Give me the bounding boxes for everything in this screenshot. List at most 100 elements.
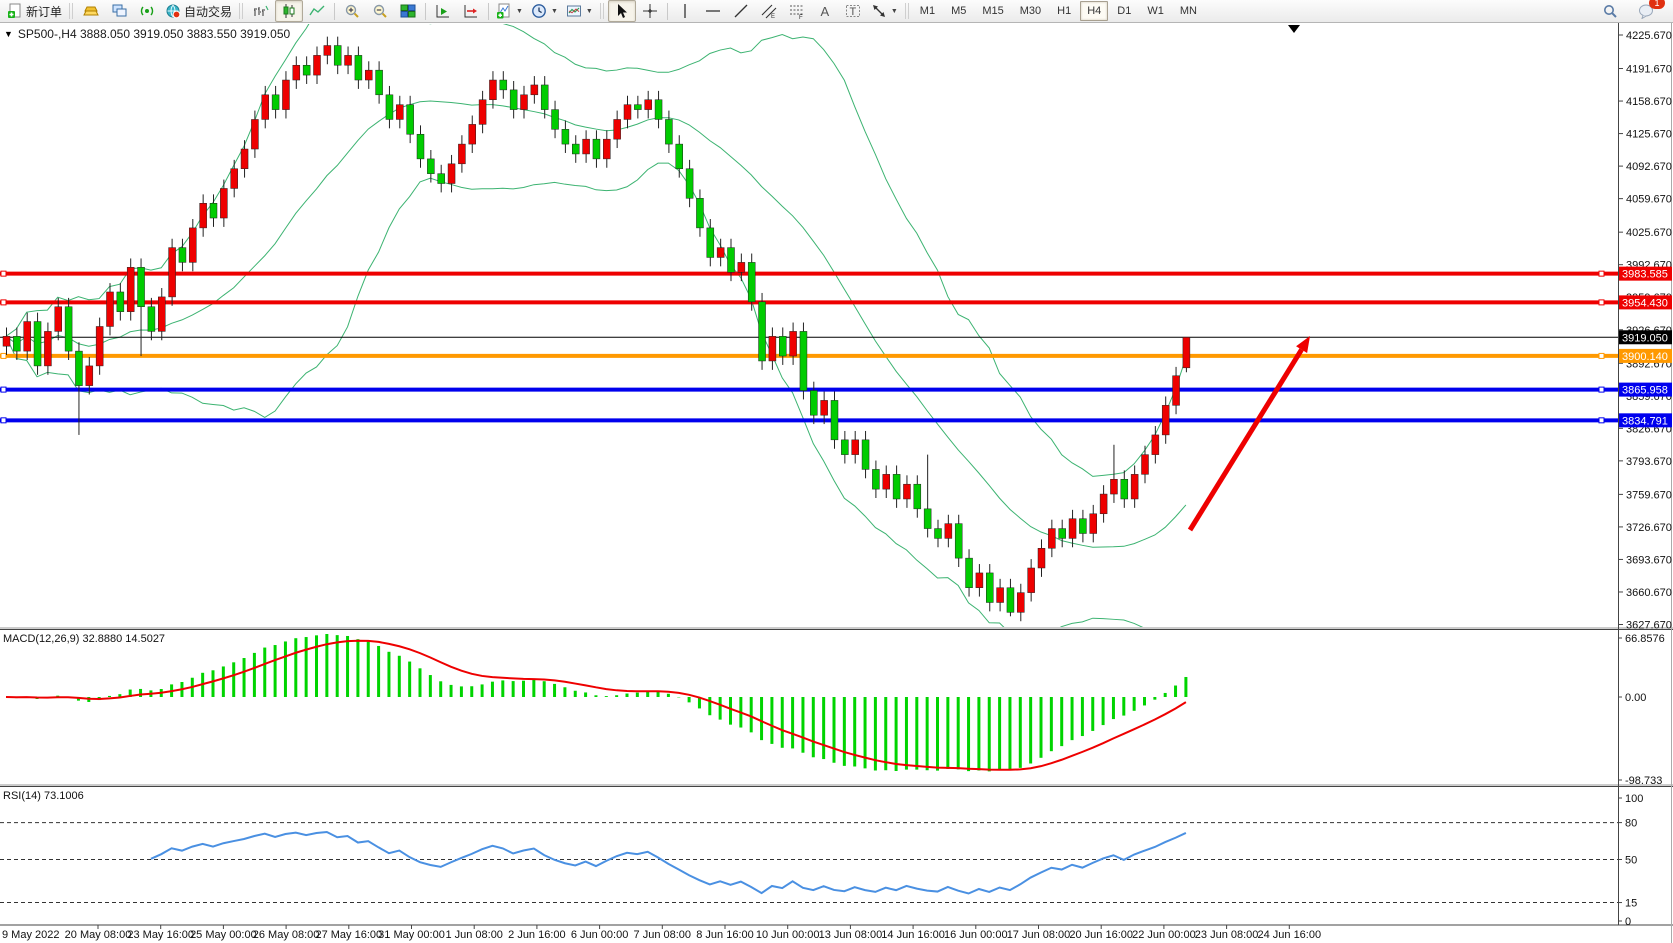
support-line-blue-2-handle[interactable] [0, 417, 7, 424]
notification-badge: 1 [1649, 0, 1665, 9]
svg-text:16 Jun 00:00: 16 Jun 00:00 [944, 929, 1008, 941]
support-line-blue-2-handle[interactable] [1598, 417, 1605, 424]
chart-canvas[interactable]: 4225.670 4191.670 4158.670 4125.670 4092.670… [0, 23, 1673, 943]
trendline-button[interactable] [727, 0, 755, 22]
cursor-button[interactable] [607, 0, 636, 22]
templates-button[interactable]: ▼ [562, 0, 597, 22]
svg-text:24 Jun 16:00: 24 Jun 16:00 [1257, 929, 1321, 941]
timeframe-d1-button[interactable]: D1 [1117, 5, 1132, 17]
tile-windows-icon [400, 4, 416, 18]
svg-text:20 May 08:00: 20 May 08:00 [65, 929, 132, 941]
strategy-tester-button[interactable] [133, 0, 161, 22]
svg-text:2 Jun 16:00: 2 Jun 16:00 [508, 929, 566, 941]
equidistant-channel-button[interactable]: E [755, 0, 783, 22]
resistance-line-1-handle[interactable] [0, 270, 7, 277]
candles [2, 36, 1191, 622]
timeframe-m5-button[interactable]: M5 [951, 5, 967, 17]
macd-pane[interactable]: 66.8576 0.00 -98.733 [5, 633, 1665, 787]
svg-text:4092.670: 4092.670 [1626, 161, 1672, 173]
indicators-icon [497, 3, 510, 19]
toolbar-handle [904, 3, 910, 19]
support-line-blue-2-price-label [1619, 413, 1672, 428]
support-line-blue-1-handle[interactable] [0, 386, 7, 393]
svg-text:F: F [799, 15, 803, 19]
indicators-caret: ▼ [516, 7, 523, 15]
timeframe-h4-button[interactable]: H4 [1080, 1, 1109, 21]
zoom-out-button[interactable] [366, 0, 394, 22]
periods-button[interactable]: ▼ [527, 0, 562, 22]
depth-of-market-button[interactable] [77, 0, 105, 22]
rsi-line [150, 830, 1187, 895]
svg-text:0: 0 [1625, 916, 1631, 928]
terminal-button[interactable] [105, 0, 133, 22]
autotrading-button[interactable]: 自动交易 [161, 0, 236, 22]
timeframe-w1-button[interactable]: W1 [1147, 5, 1164, 17]
indicators-button[interactable]: ▼ [492, 0, 527, 22]
text-label-icon: T [845, 5, 860, 18]
svg-text:3954.430: 3954.430 [1622, 297, 1668, 309]
rsi-pane[interactable]: 100 80 50 15 0 [0, 793, 1643, 928]
timeframe-m15-button[interactable]: M15 [982, 5, 1004, 17]
chart-shift-marker[interactable] [1288, 25, 1300, 33]
support-line-orange-handle[interactable] [1598, 352, 1605, 359]
svg-text:3693.670: 3693.670 [1626, 554, 1672, 566]
svg-text:80: 80 [1625, 818, 1637, 830]
search-button[interactable] [1596, 0, 1624, 22]
new-order-label: 新订单 [26, 4, 63, 19]
chat-bubble-icon [1639, 4, 1653, 19]
text-icon: A [820, 4, 829, 19]
svg-text:T: T [849, 6, 856, 18]
notifications-button[interactable]: 1 [1632, 0, 1665, 22]
svg-text:26 May 08:00: 26 May 08:00 [253, 929, 320, 941]
auto-scroll-button[interactable] [429, 0, 457, 22]
trend-arrow[interactable] [1187, 336, 1310, 532]
timeframe-h1-button[interactable]: H1 [1057, 5, 1072, 17]
vertical-line-button[interactable] [671, 0, 699, 22]
chart-window[interactable]: 4225.670 4191.670 4158.670 4125.670 4092.670… [0, 23, 1673, 943]
support-line-orange-handle[interactable] [0, 352, 7, 359]
resistance-line-2-handle[interactable] [1598, 299, 1605, 306]
horizontal-line-button[interactable] [699, 0, 727, 22]
macd-signal-line [5, 639, 1187, 771]
zoom-in-button[interactable] [338, 0, 366, 22]
timeframe-m1-button[interactable]: M1 [919, 5, 936, 17]
svg-text:17 Jun 08:00: 17 Jun 08:00 [1007, 929, 1071, 941]
macd-label: MACD(12,26,9) 32.8880 14.5027 [3, 633, 166, 645]
svg-text:27 May 16:00: 27 May 16:00 [315, 929, 382, 941]
resistance-line-2-handle[interactable] [0, 299, 7, 306]
tile-windows-button[interactable] [394, 0, 422, 22]
level-lines[interactable]: 3983.585 3954.430 3919.050 3900.140 3865.958… [0, 266, 1672, 428]
timeframe-mn-button[interactable]: MN [1179, 5, 1197, 17]
toolbar-handle [239, 3, 245, 19]
crosshair-button[interactable] [636, 0, 664, 22]
svg-text:10 Jun 00:00: 10 Jun 00:00 [756, 929, 820, 941]
svg-text:8 Jun 16:00: 8 Jun 16:00 [696, 929, 754, 941]
svg-text:3834.791: 3834.791 [1622, 415, 1668, 427]
new-order-button[interactable]: 新订单 [3, 0, 66, 22]
trendline-icon [734, 4, 748, 18]
text-button[interactable]: A [811, 0, 839, 22]
chart-shift-button[interactable] [457, 0, 485, 22]
arrows-button[interactable]: ▼ [867, 0, 902, 22]
fibonacci-icon: F [789, 5, 804, 19]
arrows-icon [872, 5, 885, 17]
svg-text:4191.670: 4191.670 [1626, 64, 1672, 76]
svg-text:23 May 16:00: 23 May 16:00 [127, 929, 194, 941]
line-chart-button[interactable] [303, 0, 331, 22]
chart-shift-icon [464, 5, 478, 18]
resistance-line-1-handle[interactable] [1598, 270, 1605, 277]
bar-chart-button[interactable] [247, 0, 275, 22]
timeframe-m30-button[interactable]: M30 [1019, 5, 1042, 17]
svg-text:25 May 00:00: 25 May 00:00 [190, 929, 257, 941]
horizontal-line-icon [705, 10, 720, 12]
support-line-blue-1-handle[interactable] [1598, 386, 1605, 393]
text-label-button[interactable]: T [839, 0, 867, 22]
svg-text:100: 100 [1625, 793, 1643, 805]
auto-scroll-icon [436, 5, 450, 18]
svg-text:3726.670: 3726.670 [1626, 522, 1672, 534]
fibonacci-button[interactable]: F [783, 0, 811, 22]
svg-text:4125.670: 4125.670 [1626, 129, 1672, 141]
symbol-menu-icon[interactable]: ▼ [4, 29, 13, 39]
candlestick-chart-button[interactable] [275, 0, 304, 22]
